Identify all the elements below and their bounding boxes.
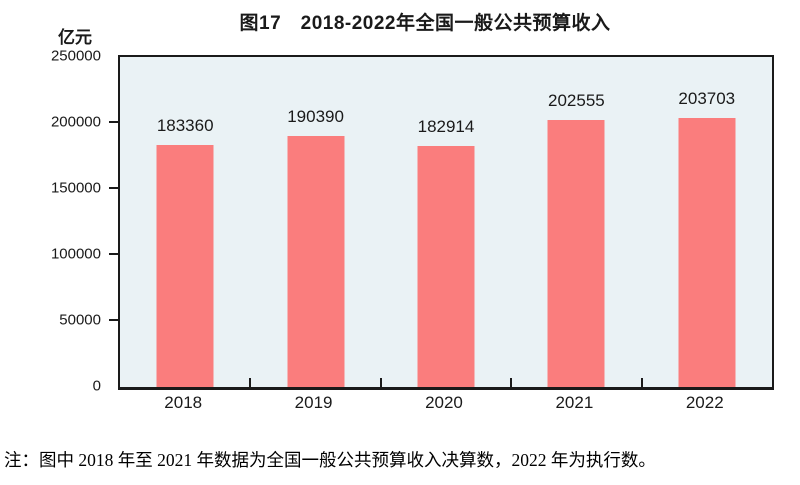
bar-value-label: 182914 — [417, 116, 475, 136]
bar-group-2018: 183360 — [120, 57, 250, 387]
x-label-2018: 2018 — [164, 393, 203, 412]
bar-value-label: 183360 — [156, 115, 214, 135]
y-tick-label: 150000 — [50, 179, 101, 197]
bar-group-2019: 190390 — [250, 57, 380, 387]
y-axis: 0 50000 100000 150000 200000 250000 — [0, 48, 118, 395]
y-tick-label: 200000 — [50, 113, 101, 131]
bar-2018 — [156, 144, 214, 387]
bar-2020 — [417, 145, 475, 387]
x-axis-tick — [640, 378, 643, 387]
bar-value-label: 190390 — [287, 106, 344, 126]
bar-2019 — [287, 135, 345, 387]
y-axis-tick — [109, 253, 118, 255]
chart-title: 图17 2018-2022年全国一般公共预算收入 — [239, 13, 611, 34]
y-axis-tick — [109, 121, 118, 123]
plot-area: 183360 190390 182914 202555 203703 — [118, 55, 774, 390]
x-label-2020: 2020 — [425, 393, 463, 412]
y-axis-tick — [109, 319, 118, 321]
x-label-2022: 2022 — [685, 393, 724, 412]
y-axis-unit-label: 亿元 — [58, 28, 92, 47]
x-axis-tick — [379, 378, 382, 387]
bar-group-2020: 182914 — [381, 57, 511, 387]
bar-2022 — [678, 118, 736, 387]
bar-value-label: 202555 — [548, 90, 605, 110]
bar-2021 — [547, 119, 605, 387]
bar-value-label: 203703 — [678, 89, 736, 109]
x-axis: 2018 2019 2020 2021 2022 — [118, 393, 770, 413]
x-label-2019: 2019 — [294, 393, 333, 412]
y-axis-tick — [109, 187, 118, 189]
y-tick-label: 250000 — [50, 47, 101, 65]
x-label-2021: 2021 — [555, 393, 594, 412]
bar-group-2021: 202555 — [511, 57, 641, 387]
x-axis-tick — [249, 378, 252, 387]
footnote: 注：图中 2018 年至 2021 年数据为全国一般公共预算收入决算数，2022… — [4, 450, 656, 470]
y-tick-label: 50000 — [59, 311, 101, 329]
x-axis-tick — [510, 378, 513, 387]
y-tick-label: 0 — [92, 377, 101, 395]
y-tick-label: 100000 — [50, 245, 101, 263]
bar-group-2022: 203703 — [642, 57, 772, 387]
